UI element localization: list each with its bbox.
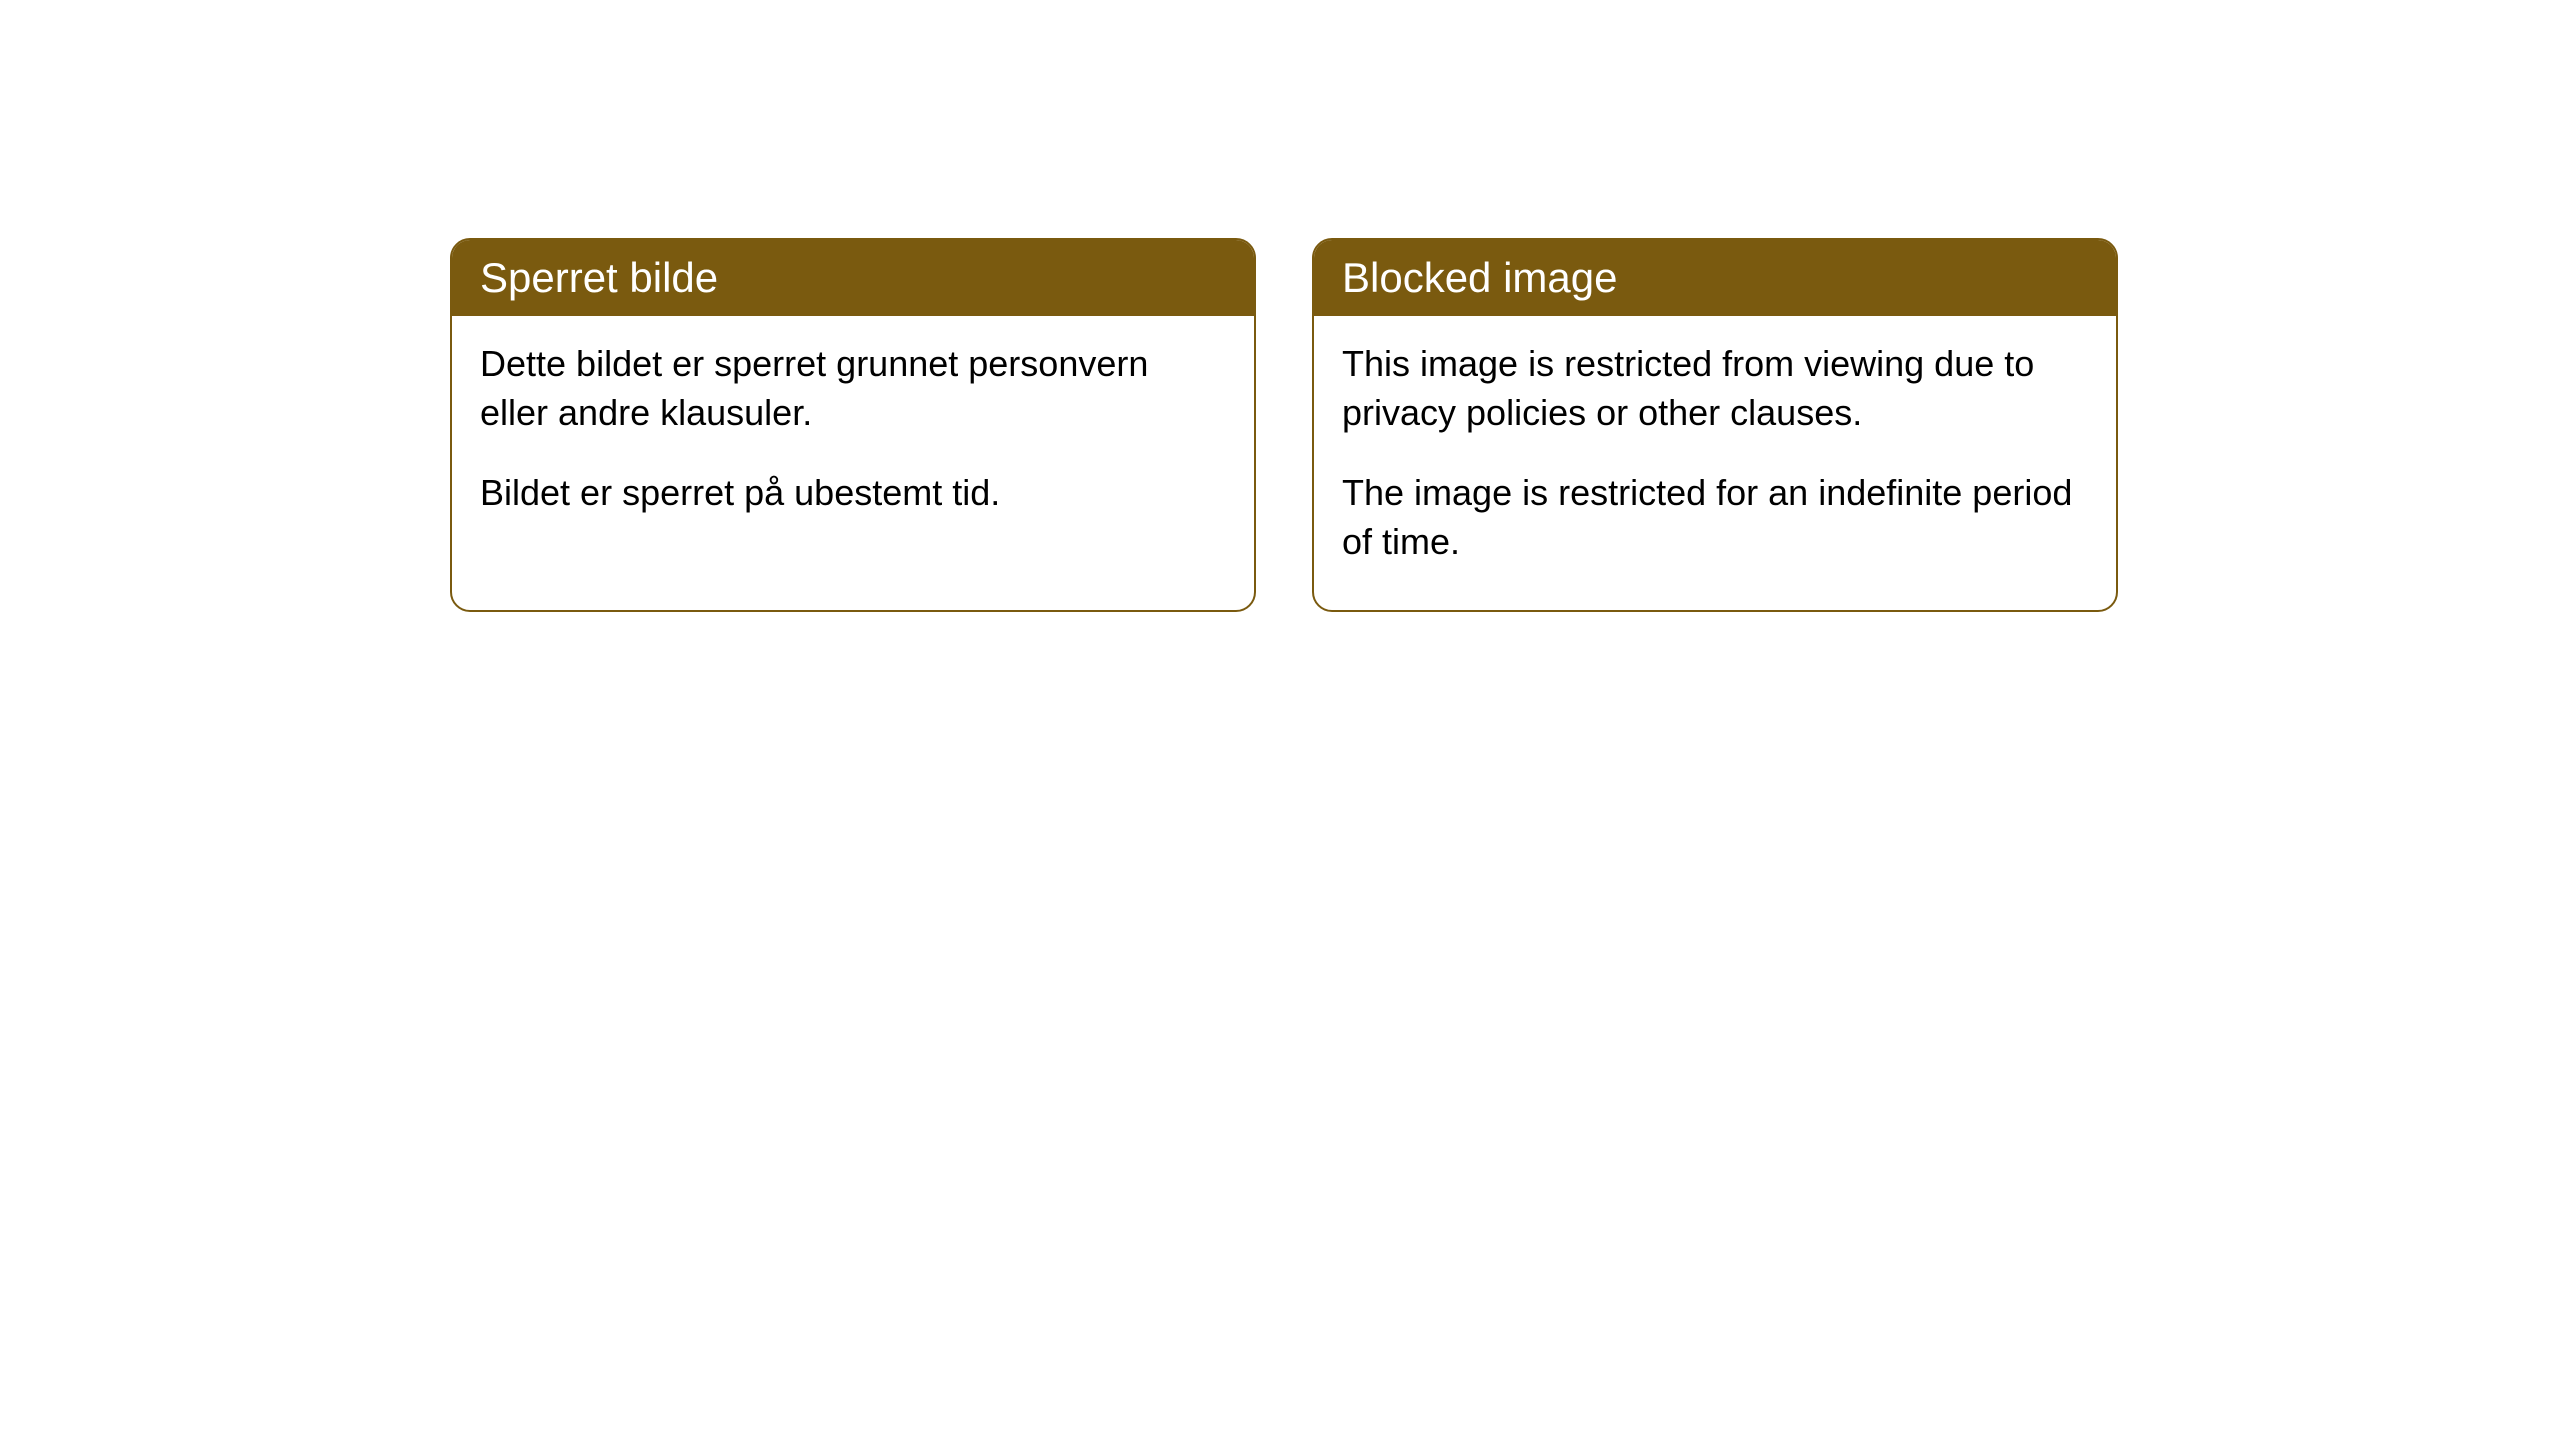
notice-text-line2-english: The image is restricted for an indefinit… <box>1342 469 2088 566</box>
notice-header-norwegian: Sperret bilde <box>452 240 1254 316</box>
notice-card-norwegian: Sperret bilde Dette bildet er sperret gr… <box>450 238 1256 612</box>
notice-text-line1-english: This image is restricted from viewing du… <box>1342 340 2088 437</box>
notice-body-norwegian: Dette bildet er sperret grunnet personve… <box>452 316 1254 562</box>
notice-card-english: Blocked image This image is restricted f… <box>1312 238 2118 612</box>
notice-container: Sperret bilde Dette bildet er sperret gr… <box>450 238 2118 612</box>
notice-body-english: This image is restricted from viewing du… <box>1314 316 2116 610</box>
notice-header-english: Blocked image <box>1314 240 2116 316</box>
notice-text-line1-norwegian: Dette bildet er sperret grunnet personve… <box>480 340 1226 437</box>
notice-text-line2-norwegian: Bildet er sperret på ubestemt tid. <box>480 469 1226 518</box>
